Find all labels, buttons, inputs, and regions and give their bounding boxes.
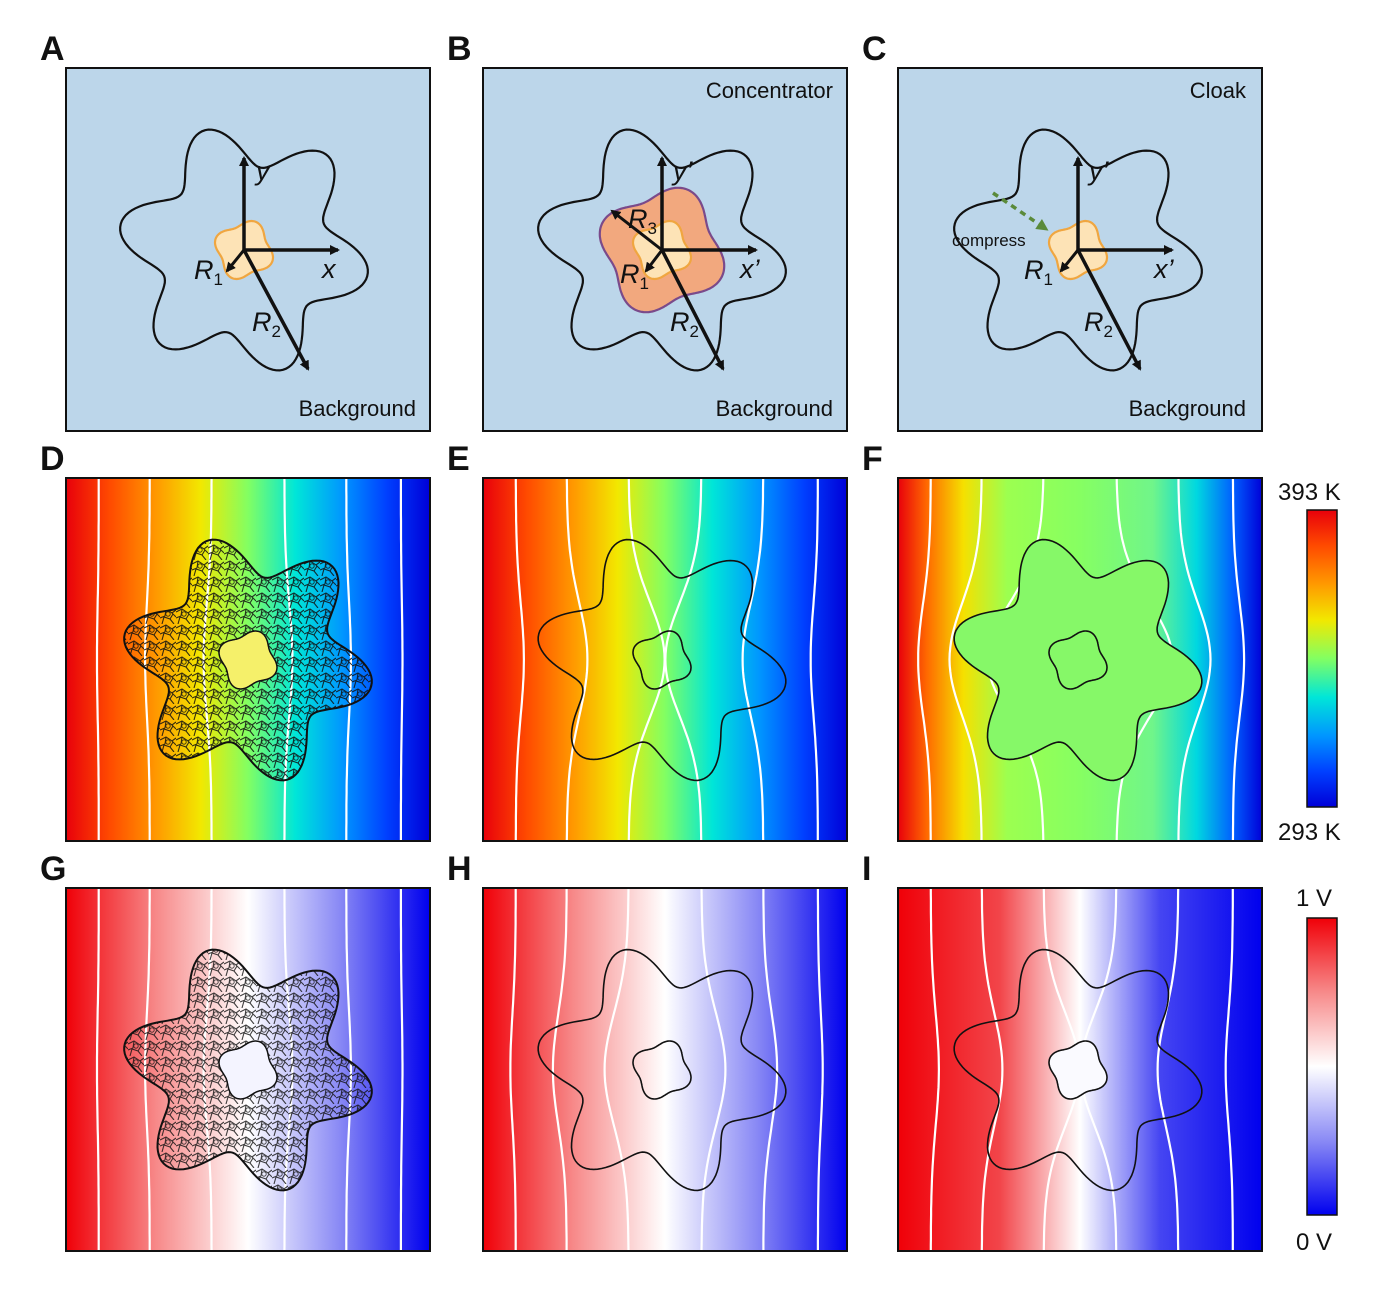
field-line bbox=[809, 478, 819, 841]
field-line bbox=[762, 888, 779, 1251]
field-line bbox=[816, 888, 824, 1251]
electric-max-label: 1 V bbox=[1296, 885, 1332, 912]
r1-arrow bbox=[225, 249, 246, 273]
field-line bbox=[917, 478, 932, 841]
r1-label: R1 bbox=[1024, 255, 1053, 289]
field-line bbox=[95, 478, 100, 841]
background-label: Background bbox=[299, 396, 416, 421]
field-line bbox=[514, 478, 526, 841]
panel-a: A x y R1 R2 Background bbox=[40, 30, 431, 432]
field-line bbox=[399, 478, 404, 841]
field-line bbox=[741, 477, 765, 842]
field-line bbox=[509, 888, 517, 1251]
isotherm-lines bbox=[514, 477, 819, 842]
panel-frame bbox=[65, 887, 431, 1252]
x-axis-label: x bbox=[320, 254, 337, 284]
panel-g: G bbox=[40, 850, 431, 1252]
panel-frame bbox=[482, 477, 848, 842]
r2-label: R2 bbox=[1084, 307, 1113, 341]
r3-label: R3 bbox=[628, 204, 657, 238]
panel-label-a: A bbox=[40, 30, 65, 68]
thermal-min-label: 293 K bbox=[1278, 819, 1341, 846]
outer-star-boundary bbox=[537, 948, 787, 1192]
panel-h: H bbox=[447, 850, 848, 1252]
background-label: Background bbox=[1129, 396, 1246, 421]
field-line bbox=[565, 477, 589, 842]
panel-label-h: H bbox=[447, 850, 472, 888]
field-line bbox=[551, 888, 568, 1251]
field-line bbox=[1177, 478, 1212, 841]
outer-star-boundary bbox=[953, 128, 1203, 372]
y-axis-label: y bbox=[254, 156, 271, 186]
thermal-colorbar-gradient bbox=[1306, 509, 1338, 808]
field-line bbox=[980, 887, 1004, 1252]
inner-boundary bbox=[632, 1040, 692, 1100]
equipotential-lines bbox=[509, 887, 824, 1252]
potential-field bbox=[483, 888, 847, 1251]
concentrator-label: Concentrator bbox=[706, 78, 833, 103]
field-line bbox=[929, 888, 941, 1251]
field-line bbox=[700, 887, 727, 1252]
panel-f: F bbox=[862, 440, 1263, 842]
panel-label-b: B bbox=[447, 30, 472, 68]
panel-frame bbox=[897, 887, 1263, 1252]
r1-label: R1 bbox=[194, 255, 223, 289]
cloak-label: Cloak bbox=[1190, 78, 1247, 103]
panel-label-i: I bbox=[862, 850, 871, 888]
outer-star-boundary bbox=[537, 128, 787, 372]
panel-label-f: F bbox=[862, 440, 883, 478]
r1-arrow bbox=[1059, 249, 1080, 273]
panel-frame bbox=[897, 477, 1263, 842]
outer-star-boundary bbox=[119, 128, 369, 372]
r2-arrow bbox=[660, 249, 725, 371]
field-line bbox=[603, 887, 630, 1252]
thermal-colorbar: 393 K 293 K bbox=[1278, 479, 1341, 846]
background-label: Background bbox=[716, 396, 833, 421]
panel-frame bbox=[65, 477, 431, 842]
outer-star-boundary bbox=[953, 948, 1203, 1192]
panel-e: E bbox=[447, 440, 848, 842]
field-line bbox=[1224, 888, 1234, 1251]
field-line bbox=[95, 888, 100, 1251]
inner-region bbox=[218, 1040, 278, 1100]
r2-label: R2 bbox=[670, 307, 699, 341]
r2-arrow bbox=[1076, 249, 1142, 371]
field-line bbox=[399, 888, 404, 1251]
x-axis-label: x’ bbox=[738, 254, 761, 284]
panel-i: I bbox=[862, 850, 1263, 1252]
panel-label-c: C bbox=[862, 30, 887, 68]
r3-arrow bbox=[610, 209, 663, 252]
panel-c: C compress x’ y’ R1 R2 Cloak Background bbox=[862, 30, 1263, 432]
y-axis-label: y’ bbox=[671, 156, 694, 186]
inner-region bbox=[1048, 1040, 1108, 1100]
r1-arrow bbox=[644, 249, 664, 273]
x-axis-label: x’ bbox=[1152, 254, 1175, 284]
panel-d: D bbox=[40, 440, 431, 842]
compress-label: compress bbox=[952, 231, 1026, 250]
inner-region bbox=[218, 630, 278, 690]
panel-label-e: E bbox=[447, 440, 470, 478]
panel-b: B x’ y’ R1 R3 R2 Concentrator Background bbox=[447, 30, 848, 432]
y-axis-label: y’ bbox=[1087, 156, 1110, 186]
electric-min-label: 0 V bbox=[1296, 1229, 1332, 1256]
r1-label: R1 bbox=[620, 259, 649, 293]
electric-colorbar-gradient bbox=[1306, 917, 1338, 1216]
field-line bbox=[1231, 477, 1246, 842]
field-line bbox=[1156, 887, 1180, 1252]
electric-colorbar: 1 V 0 V bbox=[1296, 885, 1338, 1256]
outer-star-boundary bbox=[537, 538, 787, 782]
inner-boundary bbox=[632, 630, 692, 690]
r2-label: R2 bbox=[252, 307, 281, 341]
panel-frame bbox=[482, 887, 848, 1252]
panel-label-g: G bbox=[40, 850, 66, 888]
panel-label-d: D bbox=[40, 440, 65, 478]
thermal-max-label: 393 K bbox=[1278, 479, 1341, 506]
cloaked-region bbox=[1048, 630, 1108, 690]
r2-arrow bbox=[242, 249, 310, 371]
field-line bbox=[948, 478, 983, 841]
